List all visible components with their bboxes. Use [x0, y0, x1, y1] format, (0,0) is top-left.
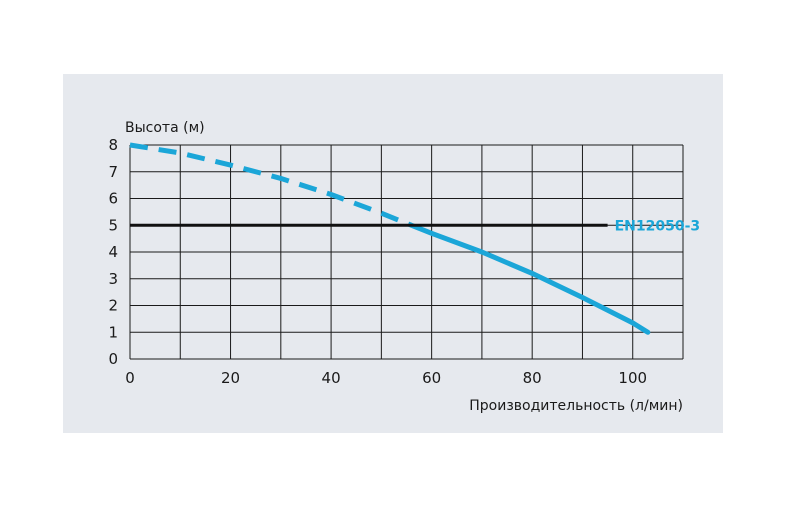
y-tick-label: 5 — [108, 216, 118, 234]
x-tick-label: 20 — [221, 369, 240, 387]
y-tick-label: 4 — [108, 243, 118, 261]
curves — [129, 142, 651, 335]
y-tick-label: 1 — [108, 323, 118, 341]
reference-line-group: EN12050-3 — [130, 218, 700, 234]
chart-panel: 0 1 2 3 4 5 6 7 8 0 20 40 60 80 100 EN12050-3 Высота (… — [63, 74, 723, 433]
x-tick-label: 0 — [125, 369, 135, 387]
x-tick-label: 60 — [422, 369, 441, 387]
x-tick-label: 100 — [618, 369, 647, 387]
y-tick-label: 6 — [108, 190, 118, 208]
x-axis-label: Производительность (л/мин) — [469, 398, 683, 414]
y-tick-label: 8 — [108, 136, 118, 154]
reference-line-label: EN12050-3 — [615, 218, 701, 234]
x-tick-label: 40 — [322, 369, 341, 387]
x-tick-label: 80 — [523, 369, 542, 387]
y-tick-label: 3 — [108, 270, 118, 288]
y-tick-label: 0 — [108, 350, 118, 368]
pump-curve-solid — [409, 222, 651, 335]
y-tick-label: 2 — [108, 297, 118, 315]
y-tick-label: 7 — [108, 163, 118, 181]
grid — [129, 144, 684, 360]
y-axis-label: Высота (м) — [125, 120, 205, 136]
pump-curve-dashed — [129, 142, 413, 228]
